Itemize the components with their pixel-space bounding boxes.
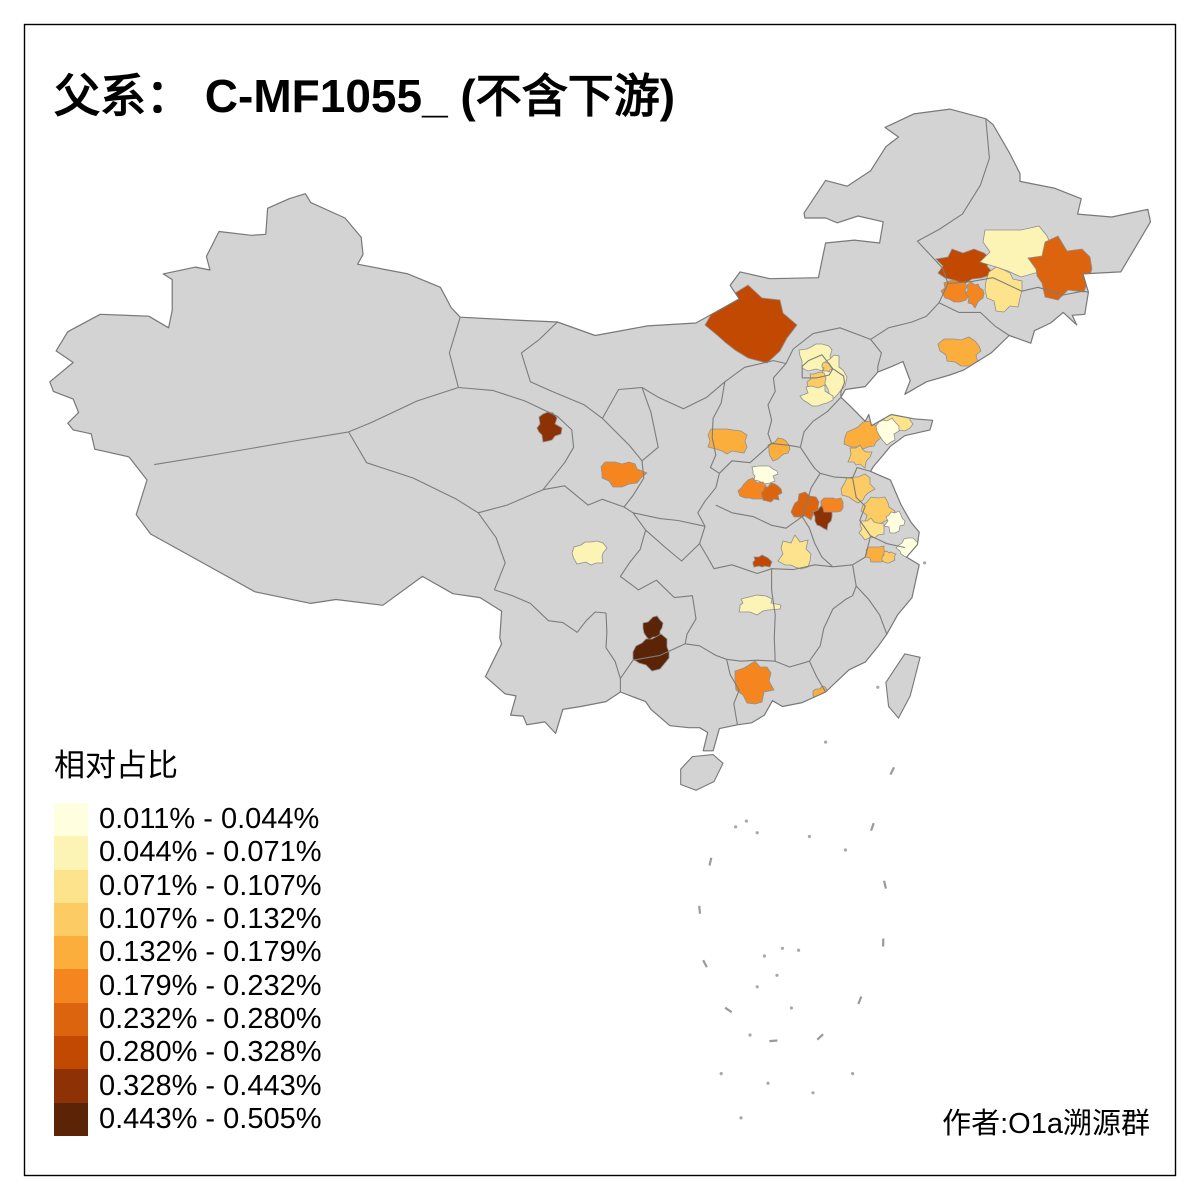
sea-boundary-dash	[708, 857, 713, 866]
island-dot	[766, 1081, 770, 1085]
legend-swatch	[54, 936, 88, 970]
province-borders	[154, 118, 1089, 725]
region-sd-3	[840, 473, 876, 504]
region-sd-2	[847, 444, 873, 469]
region-c-4	[777, 534, 812, 570]
island-dot	[851, 1072, 855, 1076]
legend-swatch	[54, 1069, 88, 1103]
legend-label: 0.107% - 0.132%	[99, 903, 322, 936]
island-dot	[739, 1116, 743, 1120]
taiwan-island	[885, 653, 921, 719]
mainland-coastline	[49, 108, 1152, 752]
legend-row: 0.280% - 0.328%	[54, 1036, 322, 1070]
legend-row: 0.443% - 0.505%	[54, 1102, 322, 1136]
island-dot	[775, 973, 779, 977]
island-dot	[807, 834, 812, 839]
island-dot	[923, 561, 927, 565]
legend-title: 相对占比	[54, 748, 178, 783]
legend-row: 0.107% - 0.132%	[54, 902, 322, 937]
region-shanxi-3	[751, 465, 779, 485]
mainland-fill	[49, 109, 1151, 751]
legend-label: 0.132% - 0.179%	[99, 936, 322, 969]
legend-swatch	[54, 836, 88, 870]
legend-label: 0.328% - 0.443%	[99, 1069, 322, 1102]
region-ne-5	[964, 281, 985, 309]
sea-boundary-dash	[816, 1033, 824, 1041]
legend-row: 0.179% - 0.232%	[54, 969, 322, 1003]
legend-label: 0.280% - 0.328%	[99, 1036, 322, 1069]
island-dot	[719, 1072, 723, 1076]
legend-swatch	[54, 1002, 88, 1037]
region-shanxi-1	[707, 428, 748, 455]
legend-label: 0.232% - 0.280%	[99, 1002, 322, 1035]
legend-label: 0.011% - 0.044%	[99, 803, 320, 836]
legend-label: 0.071% - 0.107%	[99, 869, 322, 902]
hainan-island	[680, 754, 724, 791]
legend-row: 0.011% - 0.044%	[54, 803, 321, 837]
legend-row: 0.071% - 0.107%	[54, 869, 322, 903]
sea-boundary-dash	[870, 822, 875, 832]
legend-row: 0.232% - 0.280%	[54, 1002, 322, 1037]
region-js-3	[883, 510, 906, 534]
region-w-2	[600, 461, 648, 488]
region-sw-3	[632, 633, 670, 672]
region-c-5	[752, 554, 773, 568]
region-s-1	[734, 660, 775, 705]
island-dot	[789, 1006, 794, 1010]
region-shanxi-5	[760, 482, 783, 503]
region-shanxi-4	[737, 477, 767, 500]
sea-boundary-dash	[724, 1006, 733, 1014]
region-c-3	[820, 497, 844, 513]
legend: 相对占比 0.011% - 0.044% 0.044% - 0.071% 0.071…	[54, 750, 321, 1136]
island-dot	[748, 1033, 752, 1037]
legend-swatch	[54, 869, 88, 903]
region-sd-5	[875, 417, 900, 446]
region-ne-1	[935, 248, 995, 286]
legend-swatch	[54, 969, 88, 1003]
legend-swatch	[54, 803, 88, 837]
region-js-2	[858, 517, 885, 541]
legend-rows: 0.011% - 0.044% 0.044% - 0.071% 0.071% - 0…	[54, 803, 321, 1136]
region-js-5	[864, 545, 887, 563]
sea-boundary-dash	[702, 959, 708, 968]
plot-frame	[23, 23, 1177, 1177]
region-n-6	[799, 384, 834, 407]
sea-boundary-dash	[698, 905, 702, 914]
legend-swatch	[54, 1102, 88, 1136]
map-title: 父系： C-MF1055_ (不含下游)	[54, 70, 676, 122]
region-ne-3	[1027, 235, 1093, 301]
legend-swatch	[54, 1036, 88, 1070]
sea-boundary-dash	[889, 766, 895, 776]
island-dot	[755, 831, 759, 835]
attribution: 作者:O1a溯源群	[942, 1108, 1150, 1140]
legend-row: 0.328% - 0.443%	[54, 1069, 322, 1103]
island-dot	[744, 819, 749, 823]
island-dot	[824, 740, 828, 744]
sea-boundary-dash	[769, 1039, 778, 1043]
legend-label: 0.179% - 0.232%	[99, 969, 322, 1002]
sea-boundary-dash	[857, 996, 863, 1005]
legend-swatch	[54, 902, 88, 937]
island-dot	[811, 1091, 815, 1095]
legend-row: 0.044% - 0.071%	[54, 836, 322, 870]
island-dot	[755, 985, 759, 989]
island-dot	[797, 948, 801, 952]
island-dot	[734, 825, 738, 829]
region-c-6	[738, 594, 782, 616]
island-dot	[843, 848, 848, 852]
region-sw-1	[571, 540, 608, 566]
legend-label: 0.044% - 0.071%	[99, 836, 322, 869]
island-dot	[876, 685, 880, 689]
island-dot	[762, 954, 767, 958]
sea-boundary-dash	[883, 880, 887, 889]
legend-label: 0.443% - 0.505%	[99, 1102, 322, 1135]
legend-row: 0.132% - 0.179%	[54, 936, 322, 970]
region-js-6	[881, 550, 897, 564]
island-dot	[780, 946, 785, 950]
